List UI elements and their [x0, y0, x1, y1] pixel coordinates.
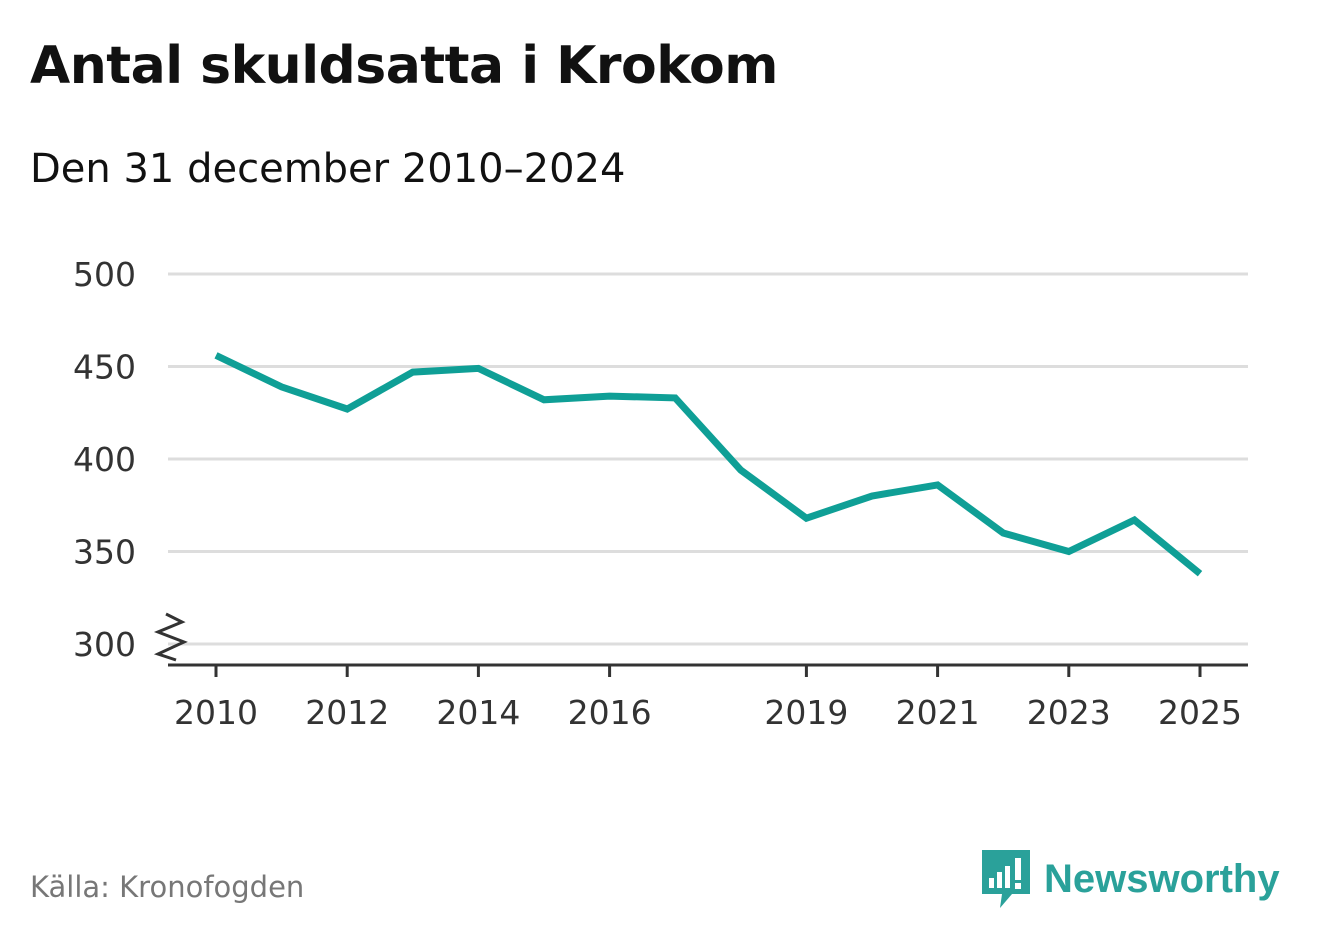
line-chart: 300 350 400 450 500 2010 2012 2014 2016 2019 2021…: [73, 255, 1248, 732]
y-tick-label: 400: [73, 440, 136, 479]
chart-title: Antal skuldsatta i Krokom: [30, 36, 778, 96]
newsworthy-icon: [982, 850, 1030, 908]
x-tick-label: 2023: [1027, 693, 1111, 732]
x-tick-label: 2012: [305, 693, 389, 732]
x-tick-label: 2025: [1158, 693, 1242, 732]
y-tick-label: 500: [73, 255, 136, 294]
y-axis-ticks: 300 350 400 450 500: [73, 255, 188, 664]
x-tick-label: 2014: [436, 693, 520, 732]
source-note: Källa: Kronofogden: [30, 870, 305, 904]
series-layer: [214, 352, 1203, 577]
y-tick-label: 300: [73, 625, 136, 664]
logo-text: Newsworthy: [1044, 856, 1280, 901]
axis-break-icon: [153, 612, 188, 662]
gridlines: [168, 272, 1248, 646]
series-line: [214, 352, 1203, 577]
y-tick-label: 450: [73, 348, 136, 387]
y-tick-label: 350: [73, 533, 136, 572]
x-tick-label: 2019: [764, 693, 848, 732]
x-tick-label: 2010: [174, 693, 258, 732]
chart-subtitle: Den 31 december 2010–2024: [30, 146, 626, 192]
x-tick-label: 2021: [896, 693, 980, 732]
newsworthy-logo: Newsworthy: [980, 848, 1280, 910]
x-axis-ticks: 2010 2012 2014 2016 2019 2021 2023 2025: [174, 665, 1242, 732]
x-tick-label: 2016: [568, 693, 652, 732]
